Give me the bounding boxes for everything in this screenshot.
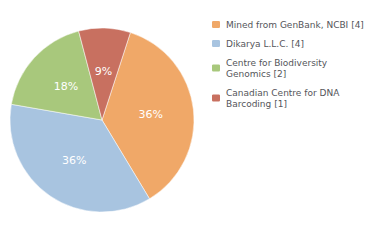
svg-text:Dikarya L.L.C. [4]: Dikarya L.L.C. [4] <box>226 39 304 49</box>
svg-text:18%: 18% <box>54 80 78 93</box>
svg-text:Barcoding [1]: Barcoding [1] <box>226 99 287 109</box>
svg-text:Genomics [2]: Genomics [2] <box>226 69 286 79</box>
svg-text:Centre for Biodiversity: Centre for Biodiversity <box>226 58 328 68</box>
svg-text:9%: 9% <box>95 65 112 78</box>
svg-text:36%: 36% <box>62 154 86 167</box>
svg-text:Mined from GenBank, NCBI [4]: Mined from GenBank, NCBI [4] <box>226 20 364 30</box>
svg-text:Canadian Centre for DNA: Canadian Centre for DNA <box>226 88 340 98</box>
svg-text:36%: 36% <box>138 108 162 121</box>
